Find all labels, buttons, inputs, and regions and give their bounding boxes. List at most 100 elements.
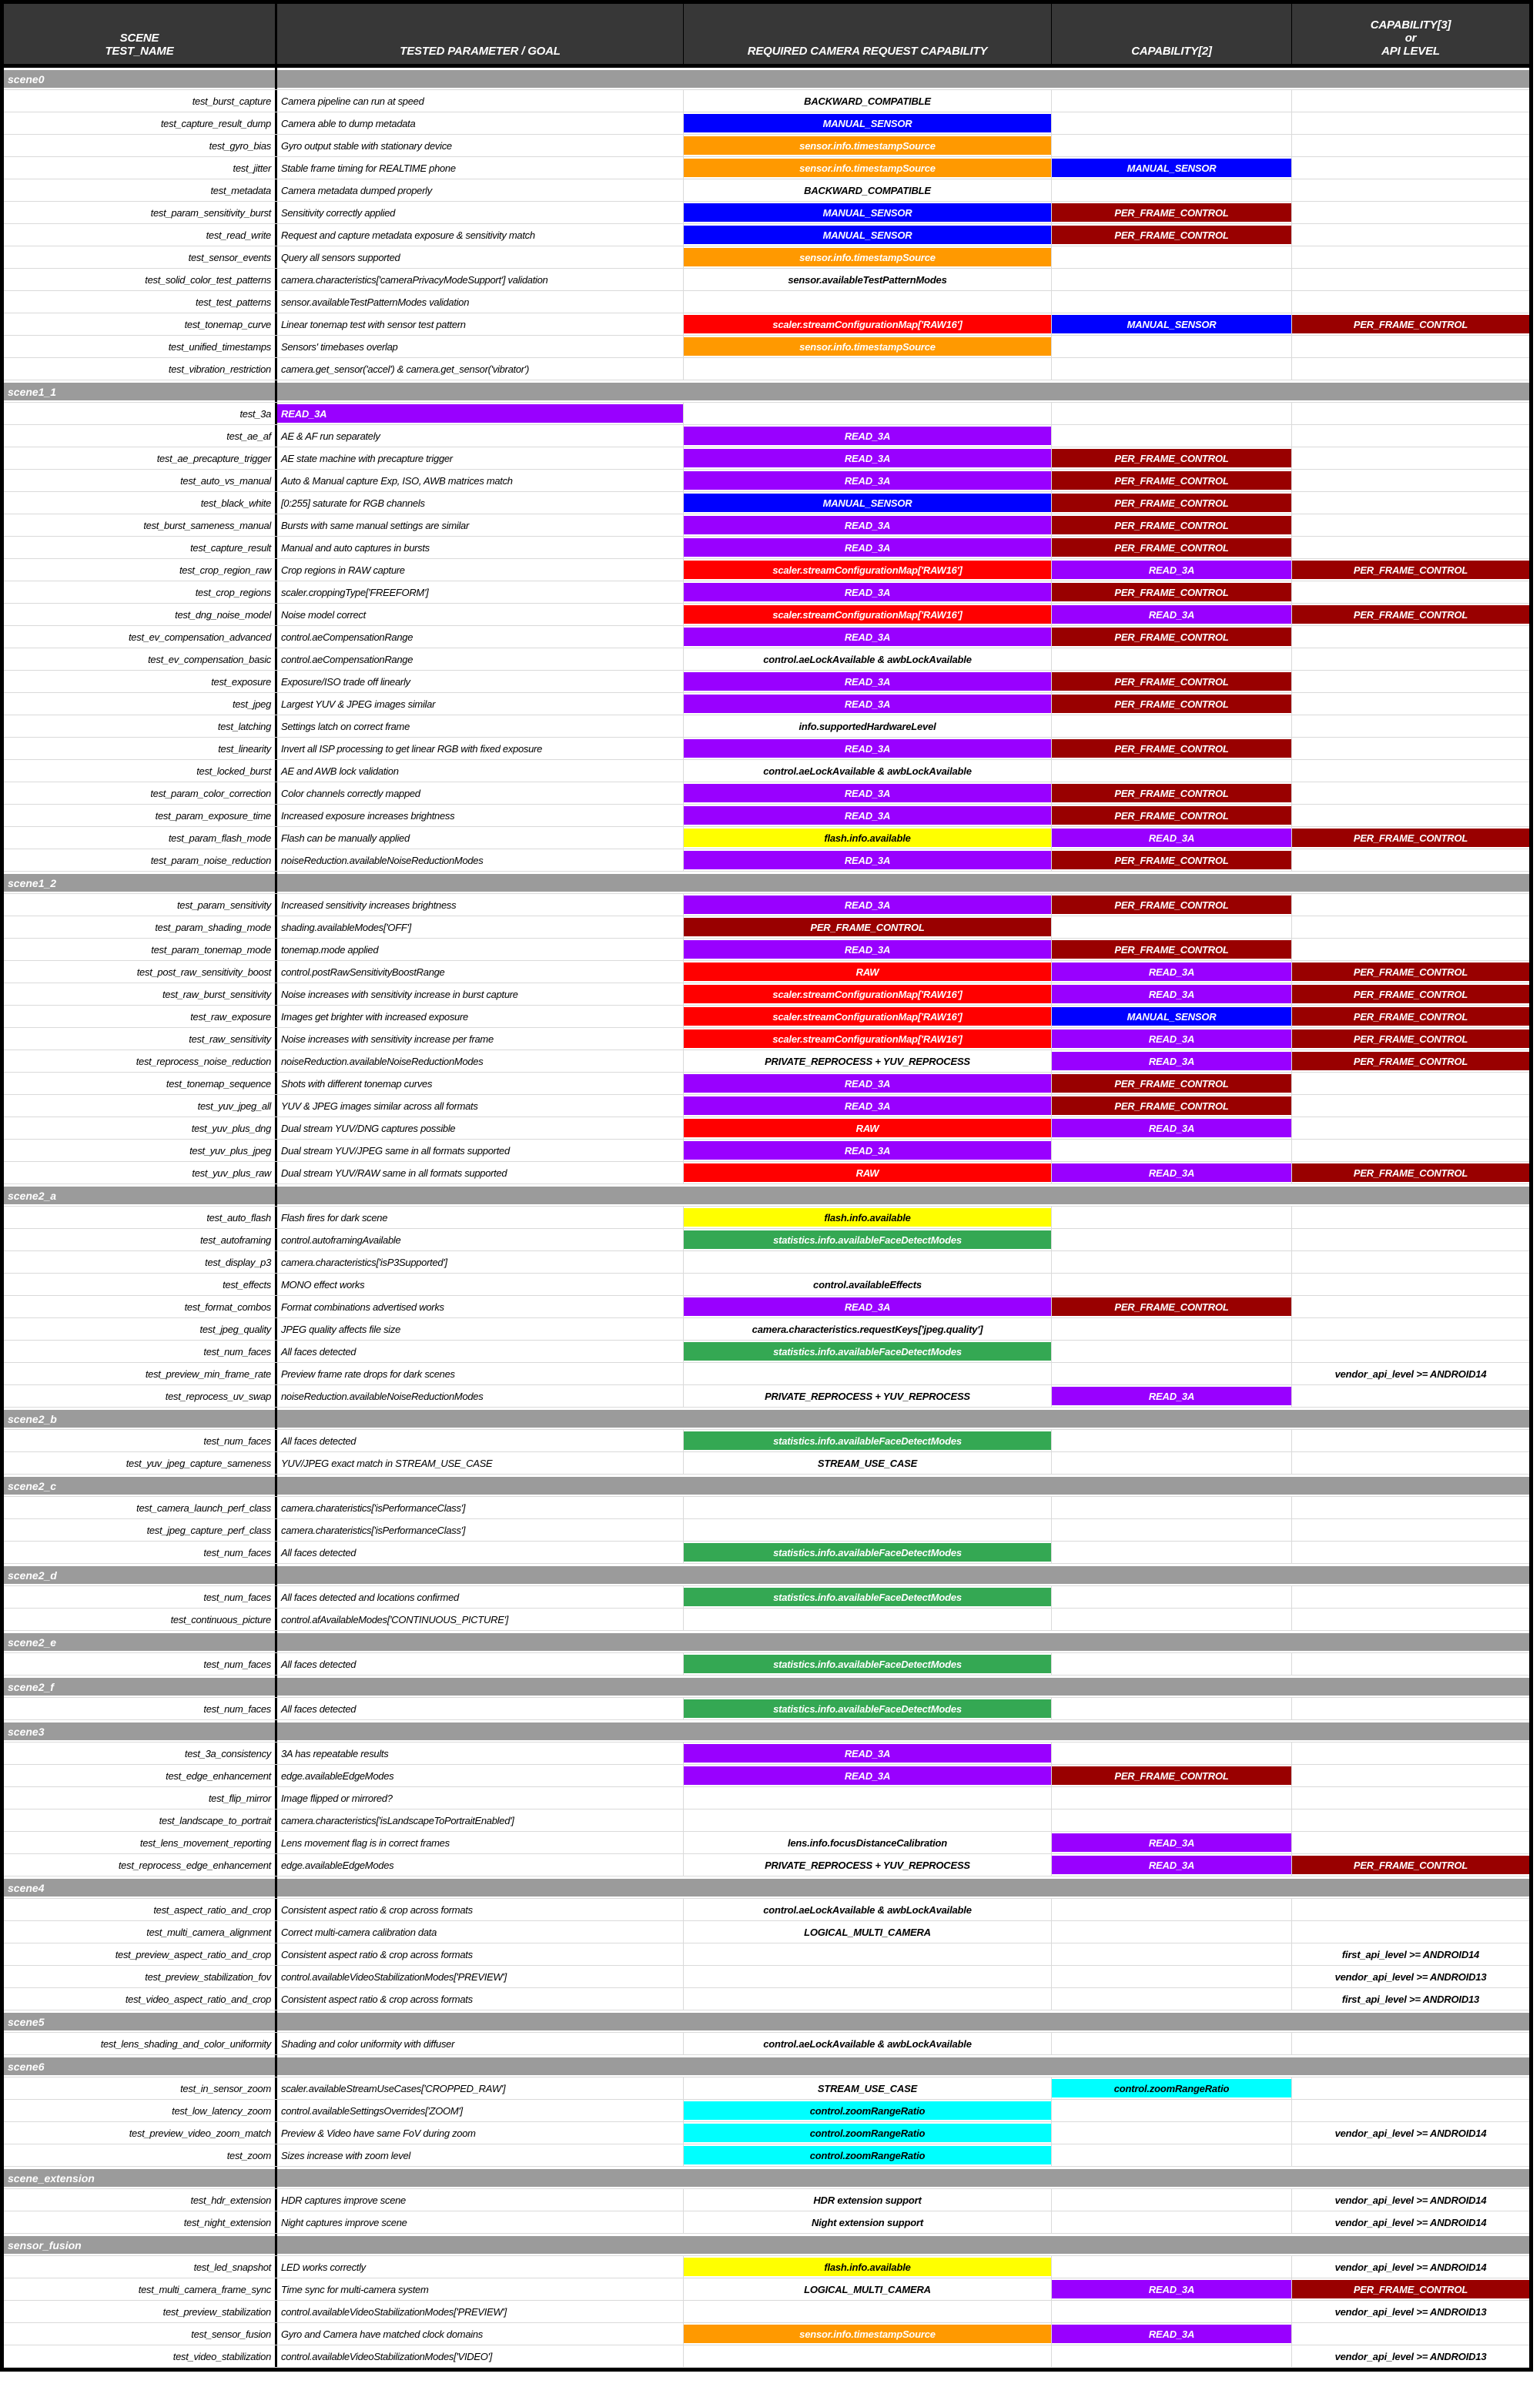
test-name-cell: test_num_faces <box>4 1586 277 1608</box>
test-name: test_ev_compensation_basic <box>148 653 271 665</box>
test-name: test_param_sensitivity <box>176 899 271 911</box>
goal-cell: Gyro and Camera have matched clock domai… <box>277 2323 684 2345</box>
required-capability-cell: READ_3A <box>684 1765 1052 1786</box>
goal-text: camera.get_sensor('accel') & camera.get_… <box>281 363 529 375</box>
capability-chip: READ_3A <box>684 1744 1051 1763</box>
goal-text: camera.characteristics['isLandscapeToPor… <box>281 1814 514 1826</box>
capability3-cell: PER_FRAME_CONTROL <box>1292 313 1529 335</box>
capability2-cell: READ_3A <box>1052 1028 1292 1050</box>
capability-chip: PER_FRAME_CONTROL <box>1052 538 1291 557</box>
goal-cell: READ_3A <box>277 403 684 424</box>
capability3-cell <box>1292 782 1529 804</box>
capability3-cell <box>1292 1586 1529 1608</box>
goal-text: Query all sensors supported <box>281 251 400 263</box>
test-name: test_led_snapshot <box>193 2261 272 2273</box>
goal-cell: Consistent aspect ratio & crop across fo… <box>277 1899 684 1920</box>
test-name: test_yuv_plus_jpeg <box>189 1144 271 1157</box>
goal-text: edge.availableEdgeModes <box>281 1769 394 1782</box>
capability2-cell <box>1052 425 1292 447</box>
capability3-cell <box>1292 849 1529 871</box>
table-row: test_num_faces All faces detected statisti… <box>4 1430 1529 1452</box>
test-name-cell: test_hdr_extension <box>4 2189 277 2211</box>
scene-bar-left: sensor_fusion <box>4 2234 277 2255</box>
table-row: test_unified_timestamps Sensors' timebase… <box>4 336 1529 358</box>
scene-bar-right <box>277 872 1529 893</box>
goal-text: control.availableSettingsOverrides['ZOOM… <box>281 2104 463 2117</box>
table-row: test_locked_burst AE and AWB lock validat… <box>4 760 1529 782</box>
goal-text: AE state machine with precapture trigger <box>281 452 453 464</box>
required-capability-cell: sensor.info.timestampSource <box>684 336 1052 357</box>
test-name: test_param_tonemap_mode <box>151 943 271 956</box>
capability2-cell <box>1052 648 1292 670</box>
capability-chip: statistics.info.availableFaceDetectModes <box>684 1230 1051 1249</box>
capability-chip: PER_FRAME_CONTROL <box>1052 516 1291 534</box>
capability3-cell <box>1292 157 1529 179</box>
table-row: test_param_shading_mode shading.available… <box>4 916 1529 939</box>
test-name-cell: test_param_color_correction <box>4 782 277 804</box>
capability-chip: READ_3A <box>684 628 1051 646</box>
goal-cell: edge.availableEdgeModes <box>277 1765 684 1786</box>
capability-chip: MANUAL_SENSOR <box>1052 315 1291 333</box>
required-capability-cell: info.supportedHardwareLevel <box>684 715 1052 737</box>
goal-cell: camera.get_sensor('accel') & camera.get_… <box>277 358 684 380</box>
test-name: test_yuv_jpeg_all <box>197 1100 272 1112</box>
capability-chip: PER_FRAME_CONTROL <box>684 918 1051 936</box>
test-name-cell: test_ae_precapture_trigger <box>4 447 277 469</box>
scene-bar-fill <box>4 874 275 892</box>
capability-chip: READ_3A <box>1052 1856 1291 1874</box>
capability3-cell <box>1292 403 1529 424</box>
goal-text: Invert all ISP processing to get linear … <box>281 742 543 755</box>
capability2-cell <box>1052 1207 1292 1228</box>
capability3-cell: PER_FRAME_CONTROL <box>1292 2278 1529 2300</box>
capability3-cell <box>1292 1274 1529 1295</box>
table-row: test_test_patterns sensor.availableTestPa… <box>4 291 1529 313</box>
test-name: test_jpeg_capture_perf_class <box>146 1524 272 1536</box>
test-name-cell: test_param_exposure_time <box>4 805 277 826</box>
table-row: test_linearity Invert all ISP processing … <box>4 738 1529 760</box>
goal-text: Images get brighter with increased expos… <box>281 1010 468 1023</box>
capability3-cell <box>1292 1497 1529 1518</box>
test-name-cell: test_yuv_jpeg_all <box>4 1095 277 1116</box>
capability-chip: MANUAL_SENSOR <box>684 203 1051 222</box>
goal-cell: control.postRawSensitivityBoostRange <box>277 961 684 983</box>
capability-chip: STREAM_USE_CASE <box>817 1457 918 1469</box>
scene-bar-left: scene4 <box>4 1876 277 1898</box>
test-name: test_burst_sameness_manual <box>143 519 271 531</box>
goal-cell: Sensors' timebases overlap <box>277 336 684 357</box>
capability3-cell <box>1292 648 1529 670</box>
capability3-cell <box>1292 2033 1529 2054</box>
scene-bar-scene3: scene3 <box>4 1720 1529 1743</box>
capability-chip: vendor_api_level >= ANDROID14 <box>1334 2127 1487 2139</box>
test-name-cell: test_3a_consistency <box>4 1743 277 1764</box>
test-name-cell: test_param_tonemap_mode <box>4 939 277 960</box>
scene-bar-right <box>277 2234 1529 2255</box>
capability3-cell <box>1292 760 1529 782</box>
test-name-cell: test_capture_result <box>4 537 277 558</box>
scene-bar-sensor_fusion: sensor_fusion <box>4 2234 1529 2256</box>
capability2-cell: READ_3A <box>1052 604 1292 625</box>
capability3-cell <box>1292 1117 1529 1139</box>
goal-text: All faces detected and locations confirm… <box>281 1591 459 1603</box>
test-name-cell: test_lens_shading_and_color_uniformity <box>4 2033 277 2054</box>
required-capability-cell: PRIVATE_REPROCESS + YUV_REPROCESS <box>684 1854 1052 1876</box>
capability-chip: control.aeLockAvailable & awbLockAvailab… <box>763 1903 972 1916</box>
goal-text: tonemap.mode applied <box>281 943 379 956</box>
table-row: test_latching Settings latch on correct f… <box>4 715 1529 738</box>
goal-cell: Auto & Manual capture Exp, ISO, AWB matr… <box>277 470 684 491</box>
capability3-cell <box>1292 1296 1529 1317</box>
test-name-cell: test_tonemap_curve <box>4 313 277 335</box>
required-capability-cell <box>684 1943 1052 1965</box>
scene-bar-label: scene2_d <box>8 1568 57 1582</box>
test-name: test_test_patterns <box>196 296 271 308</box>
required-capability-cell: scaler.streamConfigurationMap['RAW16'] <box>684 1028 1052 1050</box>
required-capability-cell: MANUAL_SENSOR <box>684 202 1052 223</box>
table-row: test_num_faces All faces detected statisti… <box>4 1341 1529 1363</box>
required-capability-cell: READ_3A <box>684 693 1052 715</box>
goal-cell: Query all sensors supported <box>277 246 684 268</box>
goal-cell: Shading and color uniformity with diffus… <box>277 2033 684 2054</box>
capability2-cell: MANUAL_SENSOR <box>1052 313 1292 335</box>
test-name-cell: test_solid_color_test_patterns <box>4 269 277 290</box>
capability-chip: control.aeLockAvailable & awbLockAvailab… <box>763 653 972 665</box>
goal-cell: control.afAvailableModes['CONTINUOUS_PIC… <box>277 1609 684 1630</box>
table-row: test_yuv_jpeg_all YUV & JPEG images simil… <box>4 1095 1529 1117</box>
